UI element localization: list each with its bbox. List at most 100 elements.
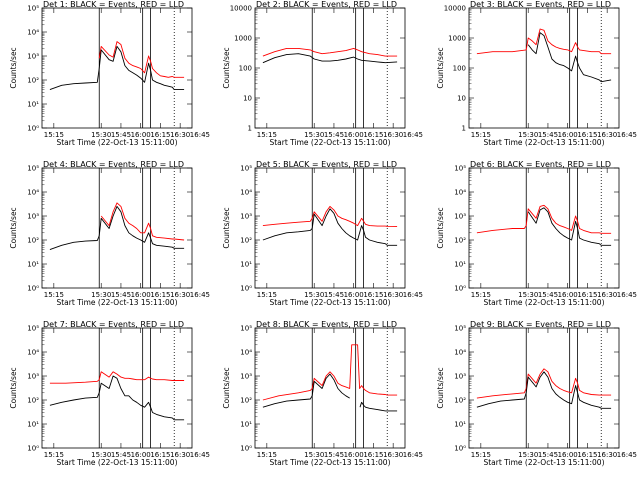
- y-tick-label: 10²: [240, 237, 252, 245]
- plot-frame: [468, 327, 620, 449]
- y-axis-label: Counts/sec: [222, 47, 231, 88]
- y-tick-label: 10: [457, 95, 466, 103]
- y-tick-label: 10²: [27, 77, 39, 85]
- x-tick-label: 15:30: [518, 451, 538, 459]
- y-tick-label: 10²: [27, 237, 39, 245]
- y-tick-label: 10⁵: [27, 165, 39, 173]
- x-tick-label: 16:45: [190, 291, 210, 299]
- panel-title: Det 6: BLACK = Events, RED = LLD: [470, 160, 611, 169]
- plot-frame: [41, 7, 193, 129]
- x-tick-label: 15:15: [257, 131, 277, 139]
- y-tick-label: 100: [239, 65, 252, 73]
- events-series-line: [476, 371, 612, 409]
- x-tick-label: 16:45: [617, 291, 637, 299]
- panel-title: Det 9: BLACK = Events, RED = LLD: [470, 320, 611, 329]
- x-tick-label: 16:15: [150, 131, 170, 139]
- y-tick-label: 10⁰: [240, 285, 252, 293]
- x-tick-label: 16:30: [383, 131, 403, 139]
- x-tick-label: 16:00: [558, 291, 578, 299]
- y-axis-label: Counts/sec: [436, 47, 445, 88]
- y-axis-label: Counts/sec: [222, 367, 231, 408]
- plot-frame: [468, 7, 620, 129]
- x-axis-label: Start Time (22-Oct-13 15:11:00): [56, 458, 177, 467]
- y-tick-label: 10⁴: [27, 29, 39, 37]
- plot-frame: [254, 327, 406, 449]
- x-tick-label: 16:00: [131, 291, 151, 299]
- x-tick-label: 15:30: [304, 451, 324, 459]
- lld-series-line: [262, 47, 398, 57]
- y-tick-label: 1000: [234, 35, 252, 43]
- x-tick-label: 15:45: [324, 451, 344, 459]
- x-tick-label: 16:15: [150, 451, 170, 459]
- x-tick-label: 15:30: [518, 131, 538, 139]
- events-series-line: [527, 207, 612, 246]
- x-tick-label: 16:30: [597, 131, 617, 139]
- panel-det-9: Det 9: BLACK = Events, RED = LLD 10⁰ 10¹ 10…: [436, 320, 637, 467]
- x-tick-label: 16:15: [577, 131, 597, 139]
- x-tick-label: 15:45: [538, 131, 558, 139]
- y-tick-label: 10¹: [240, 421, 252, 429]
- y-tick-label: 10⁰: [27, 445, 39, 453]
- x-tick-label: 15:30: [304, 291, 324, 299]
- y-tick-label: 10⁵: [240, 325, 252, 333]
- x-tick-label: 15:15: [471, 291, 491, 299]
- x-tick-label: 15:30: [518, 291, 538, 299]
- y-tick-label: 10⁴: [240, 189, 252, 197]
- x-tick-label: 15:15: [471, 451, 491, 459]
- y-axis-label: Counts/sec: [436, 207, 445, 248]
- events-series-line: [262, 53, 398, 64]
- y-tick-label: 10⁵: [454, 165, 466, 173]
- y-tick-label: 10⁴: [27, 189, 39, 197]
- x-tick-label: 15:45: [111, 451, 131, 459]
- x-tick-label: 16:15: [363, 131, 383, 139]
- panel-det-8: Det 8: BLACK = Events, RED = LLD 10⁰ 10¹ 10…: [222, 320, 423, 467]
- plot-frame: [41, 167, 193, 289]
- panel-det-7: Det 7: BLACK = Events, RED = LLD 10⁰ 10¹ 10…: [9, 320, 210, 467]
- x-tick-label: 16:45: [190, 451, 210, 459]
- panel-det-3: Det 3: BLACK = Events, RED = LLD 1 10 100 10…: [436, 0, 637, 147]
- x-tick-label: 15:30: [91, 131, 111, 139]
- x-tick-label: 15:15: [44, 451, 64, 459]
- y-tick-label: 10⁴: [27, 349, 39, 357]
- x-tick-label: 15:30: [91, 291, 111, 299]
- y-tick-label: 10¹: [27, 101, 39, 109]
- x-axis-label: Start Time (22-Oct-13 15:11:00): [269, 298, 390, 307]
- x-tick-label: 16:45: [190, 131, 210, 139]
- x-tick-label: 16:45: [403, 291, 423, 299]
- plot-frame: [254, 7, 406, 129]
- lld-series-line: [262, 205, 398, 228]
- panel-title: Det 5: BLACK = Events, RED = LLD: [256, 160, 397, 169]
- y-axis-label: Counts/sec: [222, 207, 231, 248]
- x-tick-label: 16:45: [617, 451, 637, 459]
- x-tick-label: 15:15: [257, 291, 277, 299]
- lld-series-line: [262, 344, 398, 401]
- panel-title: Det 4: BLACK = Events, RED = LLD: [43, 160, 184, 169]
- panel-det-6: Det 6: BLACK = Events, RED = LLD 10⁰ 10¹ 10…: [436, 160, 637, 307]
- y-tick-label: 10⁵: [27, 325, 39, 333]
- y-tick-label: 10²: [454, 237, 466, 245]
- x-axis-label: Start Time (22-Oct-13 15:11:00): [269, 458, 390, 467]
- y-tick-label: 10⁰: [454, 285, 466, 293]
- y-tick-label: 10⁵: [27, 5, 39, 13]
- panel-det-1: Det 1: BLACK = Events, RED = LLD 10⁰ 10¹ 10…: [9, 0, 210, 147]
- y-tick-label: 10⁰: [454, 445, 466, 453]
- panel-det-4: Det 4: BLACK = Events, RED = LLD 10⁰ 10¹ 10…: [9, 160, 210, 307]
- y-tick-label: 10⁰: [27, 285, 39, 293]
- x-tick-label: 15:45: [111, 291, 131, 299]
- y-tick-label: 10¹: [454, 261, 466, 269]
- x-tick-label: 16:15: [577, 291, 597, 299]
- y-tick-label: 10⁴: [240, 349, 252, 357]
- x-tick-label: 16:00: [131, 451, 151, 459]
- y-axis-label: Counts/sec: [436, 367, 445, 408]
- panel-det-2: Det 2: BLACK = Events, RED = LLD 1 10 100 10…: [222, 0, 423, 147]
- x-tick-label: 16:00: [131, 131, 151, 139]
- y-tick-label: 10⁵: [454, 325, 466, 333]
- y-tick-label: 10⁰: [27, 125, 39, 133]
- events-series-line: [527, 32, 612, 83]
- x-tick-label: 16:15: [150, 291, 170, 299]
- x-tick-label: 16:00: [558, 131, 578, 139]
- lld-series-line: [476, 368, 612, 399]
- x-tick-label: 16:30: [383, 451, 403, 459]
- x-tick-label: 15:15: [44, 131, 64, 139]
- x-axis-label: Start Time (22-Oct-13 15:11:00): [269, 138, 390, 147]
